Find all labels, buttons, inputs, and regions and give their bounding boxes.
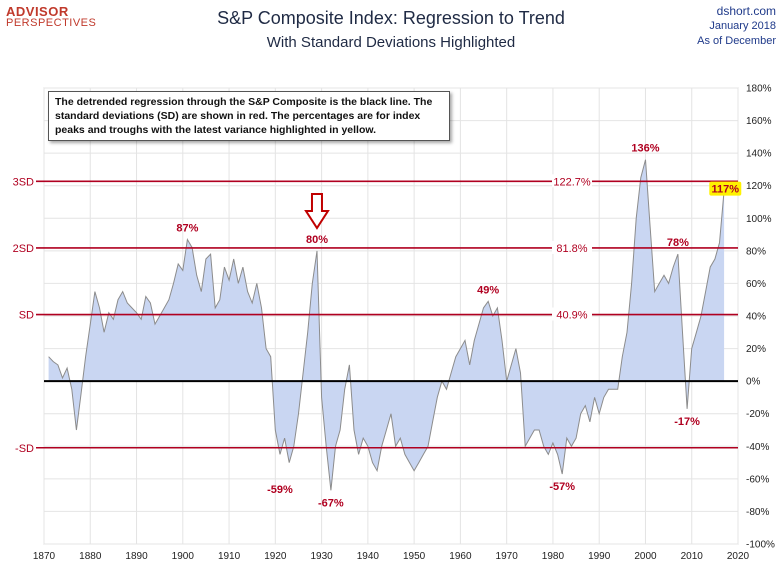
y-tick-label: 120% [746,181,772,192]
deviation-area [48,159,725,491]
annotation-label: -67% [318,497,344,509]
advisor-perspectives-logo: ADVISOR PERSPECTIVES [6,4,96,29]
annotation-label: -59% [267,484,293,496]
x-tick-label: 2000 [634,551,657,562]
annotation-label: 78% [667,237,689,249]
x-tick-label: 1870 [33,551,56,562]
y-tick-label: 60% [746,279,766,290]
sd-value-label: 40.9% [556,310,587,322]
axes: 180% 160% 140% 120% 100% 80% 60% 40% 20% 0% -20% -4… [33,84,775,563]
y-tick-label: -80% [746,507,769,518]
x-tick-label: 1890 [125,551,148,562]
source-as-of: As of December [697,35,776,47]
logo-line-1: ADVISOR [6,4,69,19]
annotations: 87% 80% 49% 136% 78% 117% -59% -67% -57% -17% [176,143,742,509]
y-tick-label: -100% [746,540,775,551]
sd-label: 3SD [13,176,34,188]
x-tick-label: 1950 [403,551,426,562]
y-tick-label: 20% [746,344,766,355]
y-tick-label: 140% [746,149,772,160]
peak-arrow-icon [304,193,330,230]
x-tick-label: 2010 [681,551,704,562]
annotation-label: -57% [549,481,575,493]
annotation-label: 117% [712,184,740,196]
source-date: January 2018 [709,20,776,32]
y-tick-label: -60% [746,474,769,485]
deviation-line [48,159,725,491]
x-tick-label: 1980 [542,551,565,562]
chart-note: The detrended regression through the S&P… [48,91,450,141]
annotation-label: -17% [674,416,700,428]
x-tick-label: 1920 [264,551,287,562]
sd-value-label: 122.7% [553,176,591,188]
x-tick-label: 1990 [588,551,611,562]
latest-highlight [709,181,742,196]
y-tick-label: 0% [746,377,761,388]
sd-value-bg [552,307,592,321]
x-tick-label: 1970 [496,551,519,562]
logo-line-2: PERSPECTIVES [6,17,97,29]
y-tick-label: 180% [746,84,772,95]
chart-title: S&P Composite Index: Regression to Trend [217,8,565,28]
y-tick-label: -20% [746,409,769,420]
y-tick-label: 160% [746,116,772,127]
area-series [48,159,725,491]
x-tick-label: 1930 [310,551,333,562]
annotation-label: 136% [631,143,659,155]
x-tick-label: 1880 [79,551,102,562]
y-tick-label: 100% [746,214,772,225]
source-site: dshort.com [716,4,776,18]
x-tick-label: 1900 [172,551,195,562]
y-tick-label: -40% [746,442,769,453]
y-tick-label: 80% [746,246,766,257]
sd-value-bg [552,174,592,188]
annotation-label: 49% [477,284,499,296]
sd-label: -SD [15,443,34,455]
chart-subtitle: With Standard Deviations Highlighted [266,34,516,51]
sd-value-bg [552,240,592,254]
sd-label: SD [19,310,34,322]
annotation-label: 80% [306,234,328,246]
x-tick-label: 1940 [357,551,380,562]
annotation-label: 87% [176,222,198,234]
x-tick-label: 1910 [218,551,241,562]
y-tick-label: 40% [746,312,766,323]
sd-reference-lines: 3SD 122.7% 2SD 81.8% SD 40.9% -SD [13,174,738,455]
sd-label: 2SD [13,243,34,255]
source-info: dshort.com January 2018 As of December [697,4,776,49]
sd-value-label: 81.8% [556,243,587,255]
x-tick-label: 2020 [727,551,750,562]
x-tick-label: 1960 [449,551,472,562]
